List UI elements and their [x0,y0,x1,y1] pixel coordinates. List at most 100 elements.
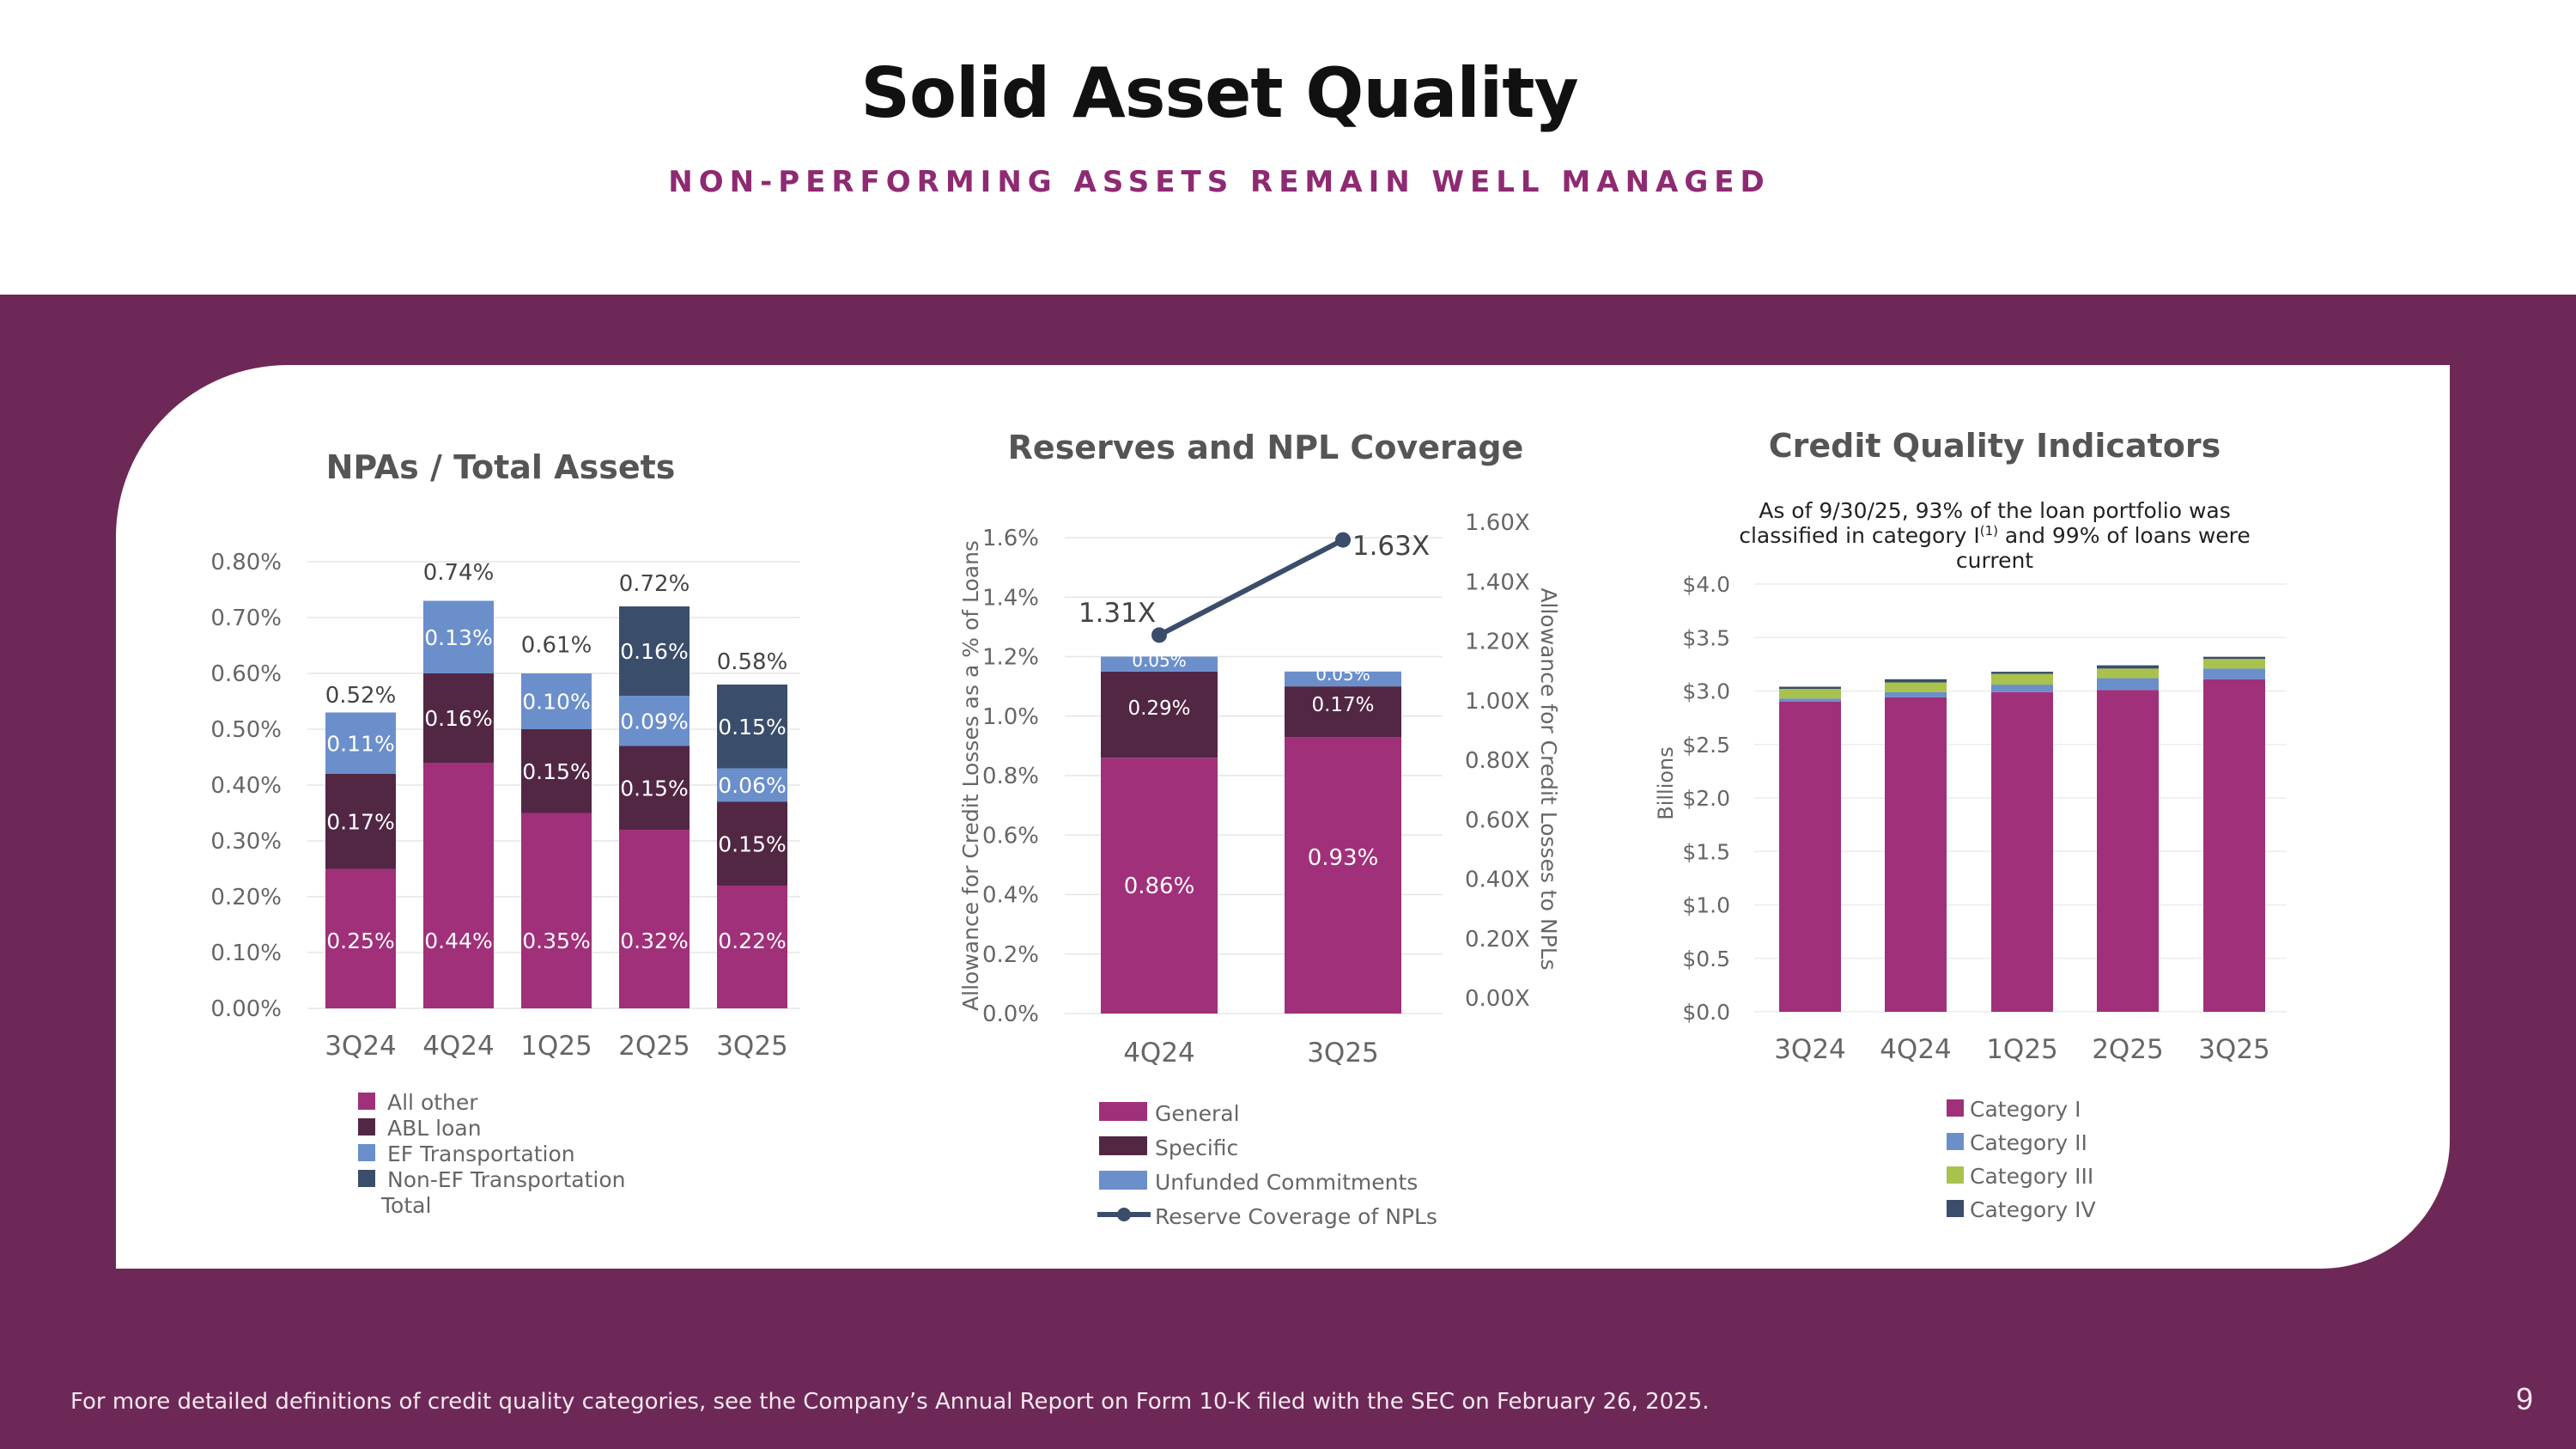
chart3-bar-segment [1991,691,2053,1012]
chart3-bar-segment [1779,698,1841,702]
chart1-data-label: 0.15% [718,715,786,740]
chart2-line-label: 1.63X [1352,531,1430,562]
chart1-legend-label: ABL loan [387,1116,482,1141]
chart1-legend-swatch [358,1170,375,1187]
chart1-ytick: 0.60% [210,661,282,687]
page-subtitle: NON-PERFORMING ASSETS REMAIN WELL MANAGE… [668,165,1771,199]
chart1-data-label: 0.25% [326,928,394,953]
chart1-legend-swatch [358,1144,375,1161]
chart3-bar-segment [1991,673,2053,685]
chart2-y2tick: 1.40X [1465,569,1530,595]
chart2-legend-label: Reserve Coverage of NPLs [1155,1204,1437,1229]
chart2-bar-segment [1101,671,1218,758]
chart1-bar-segment [619,830,690,1008]
chart2-legend-label: General [1155,1101,1240,1126]
chart3-ytick: $1.0 [1682,893,1730,918]
chart1-data-label: 0.13% [424,625,492,650]
chart1-legend-label: All other [387,1090,478,1115]
chart2-legend-marker [1117,1208,1131,1221]
chart1-bar-segment [619,746,690,830]
chart3-legend-label: Category II [1970,1130,2087,1155]
chart3-legend-label: Category IV [1970,1197,2096,1222]
chart2-y2label: Allowance for Credit Losses to NPLs [1536,588,1561,970]
chart2-xtick: 4Q24 [1123,1038,1195,1068]
chart2-data-label: 0.86% [1124,874,1195,899]
chart2-bar-segment [1101,656,1218,672]
chart1-legend-label: Total [380,1193,431,1218]
chart2-coverage-point [1151,627,1167,643]
chart2-ytick: 0.2% [982,942,1039,968]
chart2-data-label: 0.05% [1315,664,1370,685]
chart2-bar-segment [1285,671,1401,687]
chart3-xtick: 2Q25 [2092,1034,2164,1065]
chart1-bar-segment [423,673,494,763]
chart3-bar-segment [1885,691,1947,697]
chart1-total-label: 0.61% [521,633,592,659]
chart1-bar-segment [325,868,396,1008]
chart2-legend-swatch [1099,1136,1147,1155]
chart2-data-label: 0.93% [1308,845,1379,871]
chart1-ytick: 0.50% [210,717,282,743]
chart1-data-label: 0.22% [718,928,786,953]
chart1-data-label: 0.11% [326,731,394,756]
chart2-y2tick: 1.20X [1465,630,1530,655]
chart1-data-label: 0.15% [718,831,786,856]
chart2-y2tick: 1.60X [1465,510,1530,536]
chart1-xtick: 2Q25 [618,1031,690,1062]
chart3-ytick: $2.5 [1682,733,1730,758]
chart3-ytick: $4.0 [1682,572,1730,597]
chart2-ytick: 1.0% [982,704,1039,730]
chart1-data-label: 0.17% [326,809,394,834]
chart1-bar-segment [423,600,494,673]
chart2-ytick: 0.6% [982,823,1039,849]
chart1-total-label: 0.52% [325,683,397,709]
chart3-subtitle-line: current [1956,548,2033,573]
chart1-total-label: 0.74% [423,560,495,586]
chart3-subtitle-line: classified in category I(1) and 99% of l… [1739,523,2251,548]
chart1-bar-segment [717,801,787,886]
chart2-data-label: 0.17% [1311,694,1374,716]
chart1-total-label: 0.72% [619,571,690,597]
chart3-xtick: 3Q25 [2198,1034,2270,1065]
chart2-bar-segment [1285,686,1401,737]
chart1-bar-segment [521,729,592,813]
chart2-ylabel: Allowance for Credit Losses as a % of Lo… [958,540,983,1011]
chart1-bar-segment [717,768,787,802]
chart3-xtick: 1Q25 [1986,1034,2058,1065]
chart1-data-label: 0.06% [718,773,786,798]
chart3-xtick: 4Q24 [1880,1034,1952,1065]
chart2-ytick: 1.4% [982,585,1039,611]
chart1-ytick: 0.80% [210,550,282,575]
chart3-ylabel: Billions [1654,746,1678,820]
chart2-ytick: 0.8% [982,764,1039,789]
chart1-bar-segment [717,685,787,769]
chart2-bar-segment [1285,736,1401,1014]
chart1-data-label: 0.15% [522,759,590,784]
chart3-bar-segment [2097,668,2159,679]
chart1-bar-segment [521,673,592,729]
chart3-legend-label: Category III [1970,1164,2093,1189]
chart1-data-label: 0.15% [620,776,688,801]
chart2-bar-segment [1101,758,1218,1014]
chart3-bar-segment [1779,689,1841,699]
chart3-ytick: $0.0 [1682,1000,1730,1025]
chart3-ytick: $2.0 [1682,786,1730,811]
chart2-ytick: 0.4% [982,883,1039,909]
chart1-data-label: 0.35% [522,928,590,953]
chart1-legend-swatch [358,1093,375,1110]
page-number: 9 [2515,1381,2533,1416]
chart1-data-label: 0.09% [620,709,688,734]
chart2-y2tick: 0.80X [1465,748,1530,774]
chart1-bar-segment [325,774,396,869]
chart2-data-label: 0.29% [1127,697,1190,720]
chart1-xtick: 4Q24 [422,1031,495,1062]
chart3-bar-segment [2097,678,2159,691]
chart1-legend-label: EF Transportation [387,1142,575,1166]
chart2-legend-label: Unfunded Commitments [1155,1170,1418,1195]
chart2-legend-label: Specific [1155,1135,1238,1160]
chart1-bar-segment [619,696,690,746]
chart1-legend-swatch [358,1118,375,1135]
chart2-line-label: 1.31X [1078,598,1156,629]
chart2-y2tick: 0.20X [1465,927,1530,953]
chart2-ytick: 1.6% [982,526,1039,551]
